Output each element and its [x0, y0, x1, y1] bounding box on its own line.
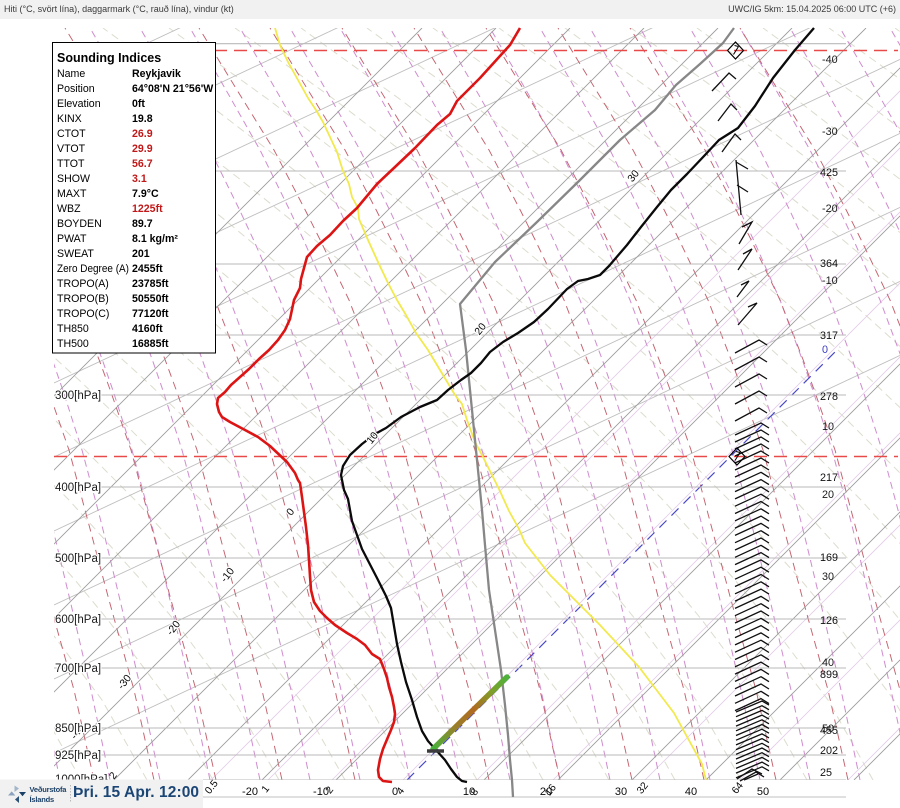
svg-text:50: 50: [822, 723, 834, 735]
svg-text:10: 10: [822, 421, 834, 433]
svg-text:30: 30: [615, 786, 627, 798]
svg-text:SWEAT: SWEAT: [57, 248, 94, 260]
svg-text:202: 202: [820, 745, 838, 757]
svg-text:64°08'N 21°56'W: 64°08'N 21°56'W: [132, 83, 213, 95]
svg-text:500[hPa]: 500[hPa]: [55, 553, 101, 565]
svg-text:-10: -10: [822, 275, 838, 287]
svg-text:TH500: TH500: [57, 338, 89, 350]
svg-text:-10: -10: [313, 786, 329, 798]
svg-text:77120ft: 77120ft: [132, 308, 169, 320]
svg-text:1225ft: 1225ft: [132, 203, 163, 215]
svg-text:-20: -20: [822, 203, 838, 215]
svg-text:Position: Position: [57, 83, 95, 95]
svg-text:0ft: 0ft: [132, 98, 145, 110]
svg-text:3.1: 3.1: [132, 173, 147, 185]
svg-text:1: 1: [260, 784, 272, 796]
svg-text:30: 30: [822, 571, 834, 583]
svg-text:8: 8: [469, 787, 481, 799]
svg-text:29.9: 29.9: [132, 143, 153, 155]
svg-text:VTOT: VTOT: [57, 143, 86, 155]
svg-text:TH850: TH850: [57, 323, 89, 335]
svg-text:0: 0: [392, 786, 398, 798]
svg-text:899: 899: [820, 669, 838, 681]
svg-text:2: 2: [324, 785, 336, 797]
svg-text:217: 217: [820, 472, 838, 484]
svg-text:TROPO(A): TROPO(A): [57, 278, 109, 290]
svg-text:19.8: 19.8: [132, 113, 153, 125]
svg-text:40: 40: [685, 786, 697, 798]
svg-text:CTOT: CTOT: [57, 128, 86, 140]
svg-text:455: 455: [820, 725, 838, 737]
svg-text:WBZ: WBZ: [57, 203, 81, 215]
svg-text:600[hPa]: 600[hPa]: [55, 614, 101, 626]
svg-text:4: 4: [395, 786, 407, 798]
svg-text:400[hPa]: 400[hPa]: [55, 482, 101, 494]
svg-text:26.9: 26.9: [132, 128, 153, 140]
svg-text:Elevation: Elevation: [57, 98, 101, 110]
svg-text:-30: -30: [822, 126, 838, 138]
svg-text:10: 10: [463, 786, 475, 798]
svg-text:8.1 kg/m²: 8.1 kg/m²: [132, 233, 178, 245]
svg-text:300[hPa]: 300[hPa]: [55, 390, 101, 402]
svg-text:0: 0: [822, 344, 828, 356]
svg-text:700[hPa]: 700[hPa]: [55, 663, 101, 675]
svg-text:16885ft: 16885ft: [132, 338, 169, 350]
svg-text:850[hPa]: 850[hPa]: [55, 723, 101, 735]
svg-text:364: 364: [820, 258, 838, 270]
svg-text:169: 169: [820, 552, 838, 564]
svg-text:Zero Degree (A): Zero Degree (A): [57, 263, 129, 275]
svg-text:126: 126: [820, 615, 838, 627]
svg-text:-40: -40: [822, 54, 838, 66]
svg-text:23785ft: 23785ft: [132, 278, 169, 290]
svg-text:4160ft: 4160ft: [132, 323, 163, 335]
svg-text:BOYDEN: BOYDEN: [57, 218, 102, 230]
svg-text:TROPO(C): TROPO(C): [57, 308, 109, 320]
svg-text:TTOT: TTOT: [57, 158, 85, 170]
svg-text:-20: -20: [242, 786, 258, 798]
svg-text:MAXT: MAXT: [57, 188, 87, 200]
svg-text:20: 20: [822, 489, 834, 501]
svg-text:56.7: 56.7: [132, 158, 153, 170]
svg-text:317: 317: [820, 330, 838, 342]
svg-text:425: 425: [820, 167, 838, 179]
svg-text:278: 278: [820, 391, 838, 403]
svg-text:89.7: 89.7: [132, 218, 153, 230]
svg-text:7.9°C: 7.9°C: [132, 188, 159, 200]
svg-text:TROPO(B): TROPO(B): [57, 293, 109, 305]
svg-text:40: 40: [822, 657, 834, 669]
svg-text:PWAT: PWAT: [57, 233, 87, 245]
svg-text:Name: Name: [57, 68, 85, 80]
svg-text:201: 201: [132, 248, 150, 260]
svg-text:Sounding Indices: Sounding Indices: [57, 51, 161, 65]
svg-text:50550ft: 50550ft: [132, 293, 169, 305]
svg-text:20: 20: [540, 786, 552, 798]
svg-text:25: 25: [820, 767, 832, 779]
svg-text:SHOW: SHOW: [57, 173, 90, 185]
svg-text:Reykjavik: Reykjavik: [132, 68, 181, 80]
svg-text:925[hPa]: 925[hPa]: [55, 750, 101, 762]
svg-text:KINX: KINX: [57, 113, 82, 125]
svg-text:50: 50: [757, 786, 769, 798]
svg-text:2455ft: 2455ft: [132, 263, 163, 275]
